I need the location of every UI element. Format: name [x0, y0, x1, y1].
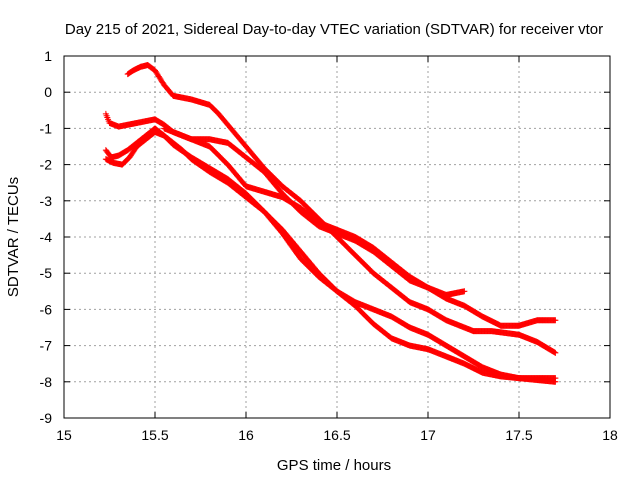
x-tick-label: 16 [238, 427, 254, 443]
y-axis-label: SDTVAR / TECUs [5, 177, 22, 297]
series-pass-5 [161, 125, 468, 298]
plot-frame [63, 55, 611, 419]
x-tick-label: 17.5 [505, 427, 532, 443]
y-tick-label: 0 [44, 84, 52, 100]
series-pass-1 [124, 62, 559, 356]
data-point [461, 288, 468, 295]
y-tick-label: -5 [40, 265, 53, 281]
data-point [552, 317, 559, 324]
x-tick-label: 15.5 [141, 427, 168, 443]
x-tick-label: 18 [602, 427, 618, 443]
y-tick-label: -3 [40, 193, 53, 209]
y-tick-label: -9 [40, 410, 53, 426]
chart-title: Day 215 of 2021, Sidereal Day-to-day VTE… [65, 21, 603, 38]
x-axis-label: GPS time / hours [277, 457, 391, 474]
data-point [552, 349, 559, 356]
x-tick-label: 17 [420, 427, 436, 443]
ticks: 15 15.5 16 16.5 17 17.5 18 1 0 -1 -2 -3 -4 -5 -6 -7 -8 -9 [40, 48, 618, 443]
y-tick-label: -4 [40, 229, 53, 245]
y-tick-label: -6 [40, 301, 53, 317]
y-tick-label: 1 [44, 48, 52, 64]
data-point [552, 375, 559, 382]
series-pass-4 [102, 129, 559, 382]
y-tick-label: -7 [40, 338, 53, 354]
y-tick-label: -1 [40, 120, 53, 136]
y-tick-label: -8 [40, 374, 53, 390]
grid [64, 56, 610, 418]
x-tick-label: 15 [56, 427, 72, 443]
data-series [102, 62, 559, 385]
x-tick-label: 16.5 [323, 427, 350, 443]
y-tick-label: -2 [40, 157, 53, 173]
